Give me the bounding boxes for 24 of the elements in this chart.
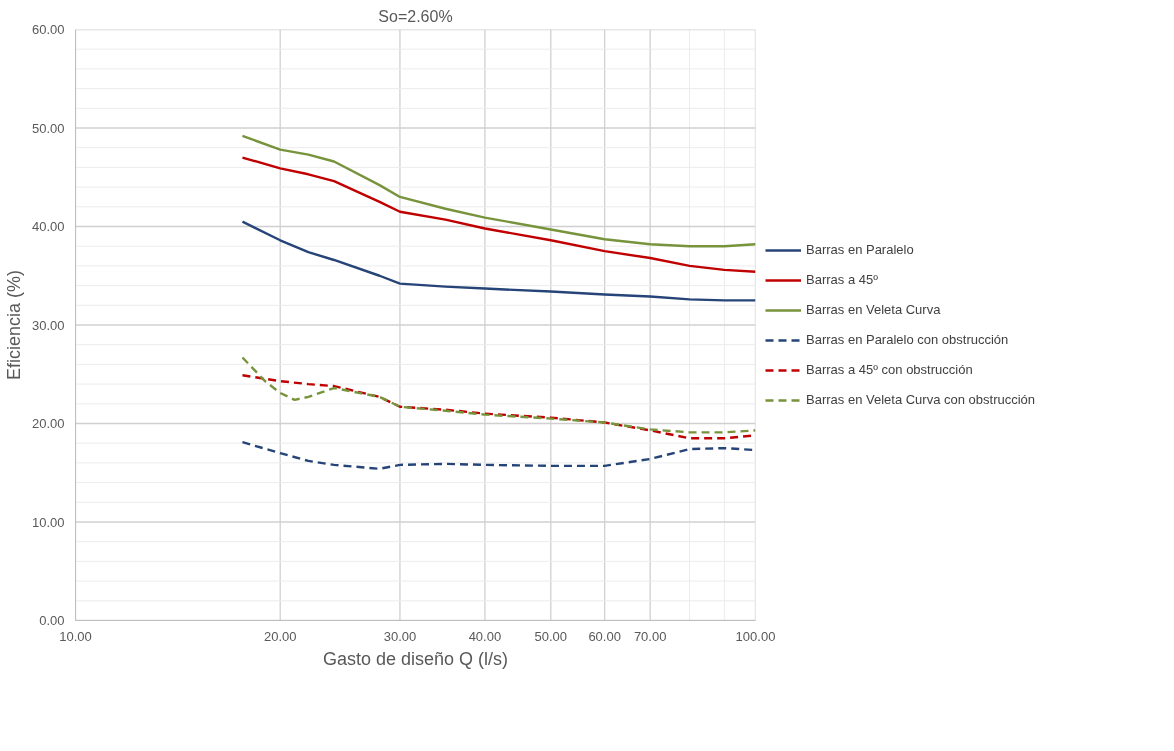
x-tick-label: 40.00 [468,628,502,644]
y-tick-label: 60.00 [31,22,65,37]
x-axis-title: Gasto de diseño Q (l/s) [322,648,509,669]
y-tick-label: 50.00 [31,120,65,136]
legend-label: Barras en Paralelo [806,242,914,257]
x-tick-label: 70.00 [633,628,667,644]
y-tick-label: 10.00 [31,514,65,530]
legend-label: Barras a 45º [806,272,878,287]
y-tick-label: 0.00 [39,613,65,628]
x-tick-label: 30.00 [383,628,417,644]
x-tick-label: 10.00 [59,628,92,644]
y-tick-label: 30.00 [31,317,65,333]
y-axis-title: Eficiencia (%) [3,269,24,381]
y-tick-label: 40.00 [31,219,65,234]
legend-label: Barras en Veleta Curva [806,302,941,317]
x-tick-label: 20.00 [263,628,297,644]
chart-title: So=2.60% [378,7,453,25]
x-tick-label: 100.00 [735,628,776,644]
legend-label: Barras a 45º con obstrucción [806,362,973,377]
legend-label: Barras en Paralelo con obstrucción [806,332,1009,347]
x-tick-label: 50.00 [534,628,568,644]
legend-label: Barras en Veleta Curva con obstrucción [806,392,1036,407]
y-tick-label: 20.00 [31,416,65,431]
x-tick-label: 60.00 [588,628,621,644]
